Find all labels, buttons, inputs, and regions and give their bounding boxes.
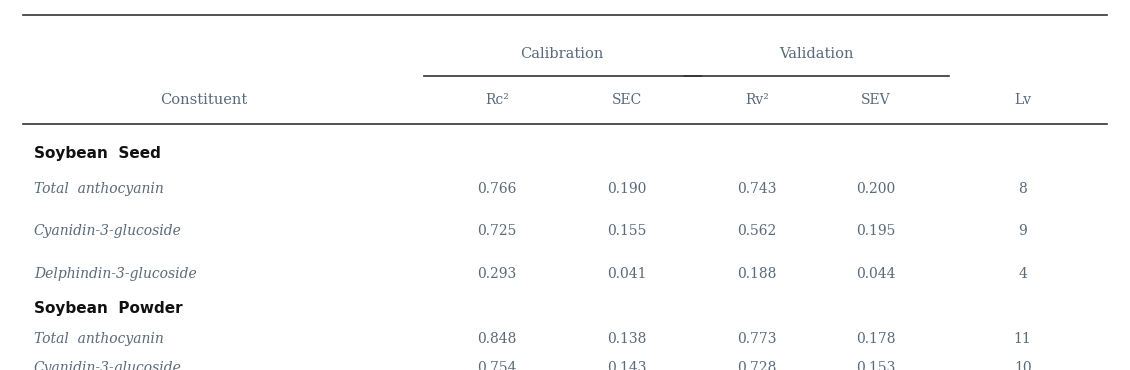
Text: Total  anthocyanin: Total anthocyanin [34, 332, 164, 346]
Text: 0.754: 0.754 [478, 361, 516, 370]
Text: 10: 10 [1014, 361, 1032, 370]
Text: 0.178: 0.178 [857, 332, 895, 346]
Text: 0.293: 0.293 [478, 267, 516, 281]
Text: Cyanidin-3-glucoside: Cyanidin-3-glucoside [34, 224, 182, 238]
Text: Rv²: Rv² [745, 93, 770, 107]
Text: 11: 11 [1014, 332, 1032, 346]
Text: Validation: Validation [780, 47, 853, 61]
Text: 0.773: 0.773 [738, 332, 776, 346]
Text: 0.743: 0.743 [738, 182, 776, 196]
Text: Calibration: Calibration [521, 47, 603, 61]
Text: 0.766: 0.766 [478, 182, 516, 196]
Text: 0.044: 0.044 [857, 267, 895, 281]
Text: Soybean  Powder: Soybean Powder [34, 302, 183, 316]
Text: 8: 8 [1018, 182, 1027, 196]
Text: 0.143: 0.143 [608, 361, 646, 370]
Text: SEC: SEC [612, 93, 642, 107]
Text: 0.848: 0.848 [478, 332, 516, 346]
Text: 0.188: 0.188 [738, 267, 776, 281]
Text: SEV: SEV [861, 93, 890, 107]
Text: Delphindin-3-glucoside: Delphindin-3-glucoside [34, 267, 197, 281]
Text: 0.728: 0.728 [738, 361, 776, 370]
Text: 0.138: 0.138 [608, 332, 646, 346]
Text: Lv: Lv [1014, 93, 1032, 107]
Text: 0.190: 0.190 [608, 182, 646, 196]
Text: 4: 4 [1018, 267, 1027, 281]
Text: 0.153: 0.153 [857, 361, 895, 370]
Text: 9: 9 [1018, 224, 1027, 238]
Text: 0.155: 0.155 [608, 224, 646, 238]
Text: Cyanidin-3-glucoside: Cyanidin-3-glucoside [34, 361, 182, 370]
Text: 0.562: 0.562 [738, 224, 776, 238]
Text: Total  anthocyanin: Total anthocyanin [34, 182, 164, 196]
Text: 0.041: 0.041 [608, 267, 646, 281]
Text: Rc²: Rc² [485, 93, 510, 107]
Text: 0.725: 0.725 [478, 224, 516, 238]
Text: Constituent: Constituent [159, 93, 247, 107]
Text: Soybean  Seed: Soybean Seed [34, 146, 160, 161]
Text: 0.200: 0.200 [857, 182, 895, 196]
Text: 0.195: 0.195 [857, 224, 895, 238]
